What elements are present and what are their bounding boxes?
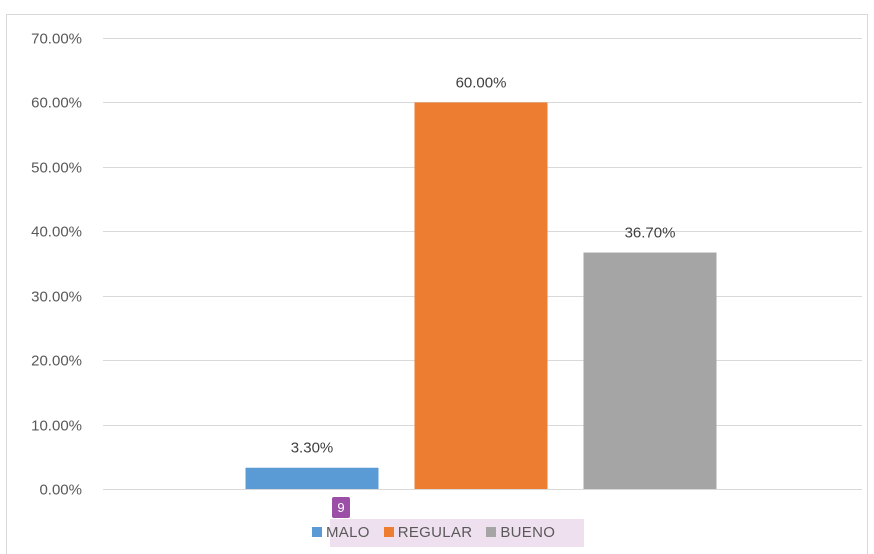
chart-frame — [6, 14, 868, 554]
page-number-badge: 9 — [332, 497, 350, 518]
legend: MALO REGULAR BUENO — [312, 518, 569, 546]
y-axis-ticks: 0.00% 10.00% 20.00% 30.00% 40.00% 50.00% 60.00… — [31, 31, 82, 499]
legend-item-bueno: BUENO — [486, 524, 555, 541]
legend-swatch-regular — [383, 527, 394, 537]
data-label-malo: 3.30% — [291, 440, 334, 457]
y-tick-label: 60.00% — [31, 95, 82, 112]
legend-swatch-bueno — [486, 527, 497, 537]
y-tick-label: 0.00% — [39, 482, 82, 499]
bar-regular — [414, 102, 548, 489]
y-tick-label: 20.00% — [31, 353, 82, 370]
y-tick-label: 10.00% — [31, 418, 82, 435]
legend-label-malo: MALO — [326, 523, 370, 541]
legend-swatch-malo — [312, 527, 322, 537]
legend-item-regular: REGULAR — [383, 523, 473, 541]
y-tick-label: 70.00% — [31, 31, 82, 48]
y-tick-label: 30.00% — [31, 289, 82, 306]
data-label-regular: 60.00% — [456, 74, 507, 91]
y-tick-label: 50.00% — [31, 160, 82, 177]
y-tick-label: 40.00% — [31, 224, 82, 241]
data-label-bueno: 36.70% — [625, 225, 676, 242]
legend-label-regular: REGULAR — [397, 523, 473, 541]
bar-malo — [245, 467, 379, 489]
bars — [245, 102, 717, 489]
legend-highlight — [330, 519, 584, 547]
data-labels: 3.30% 60.00% 36.70% — [291, 74, 676, 456]
legend-label-bueno: BUENO — [500, 523, 556, 541]
legend-item-malo: MALO — [312, 524, 370, 541]
bar-bueno — [583, 252, 717, 489]
